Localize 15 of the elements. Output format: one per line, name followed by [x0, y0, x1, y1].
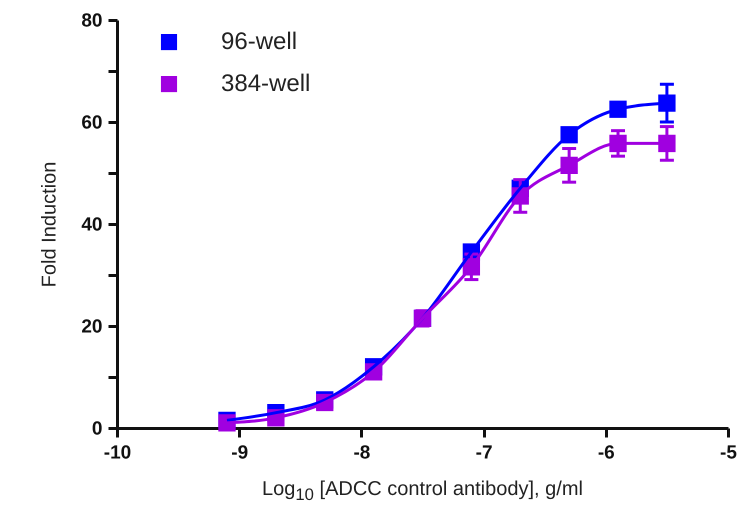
x-tick-label: -10 [104, 442, 132, 464]
legend-label: 384-well [221, 70, 310, 97]
y-tick-label: 20 [81, 316, 102, 338]
y-tick-label: 40 [81, 214, 102, 236]
x-tick-label: -7 [476, 442, 493, 464]
x-tick-label: -9 [231, 442, 248, 464]
y-tick-label: 0 [92, 418, 102, 440]
legend-label: 96-well [221, 28, 298, 55]
y-tick-label: 60 [81, 112, 102, 134]
x-tick-label: -8 [353, 442, 370, 464]
x-axis-title: Log$_{10}$ [ADCC control antibody], g/ml [261, 478, 584, 505]
y-tick-label: 80 [81, 10, 102, 32]
y-axis-title: Fold Induction [38, 162, 60, 288]
x-tick-label: -6 [598, 442, 615, 464]
x-tick-label: -5 [720, 442, 738, 464]
